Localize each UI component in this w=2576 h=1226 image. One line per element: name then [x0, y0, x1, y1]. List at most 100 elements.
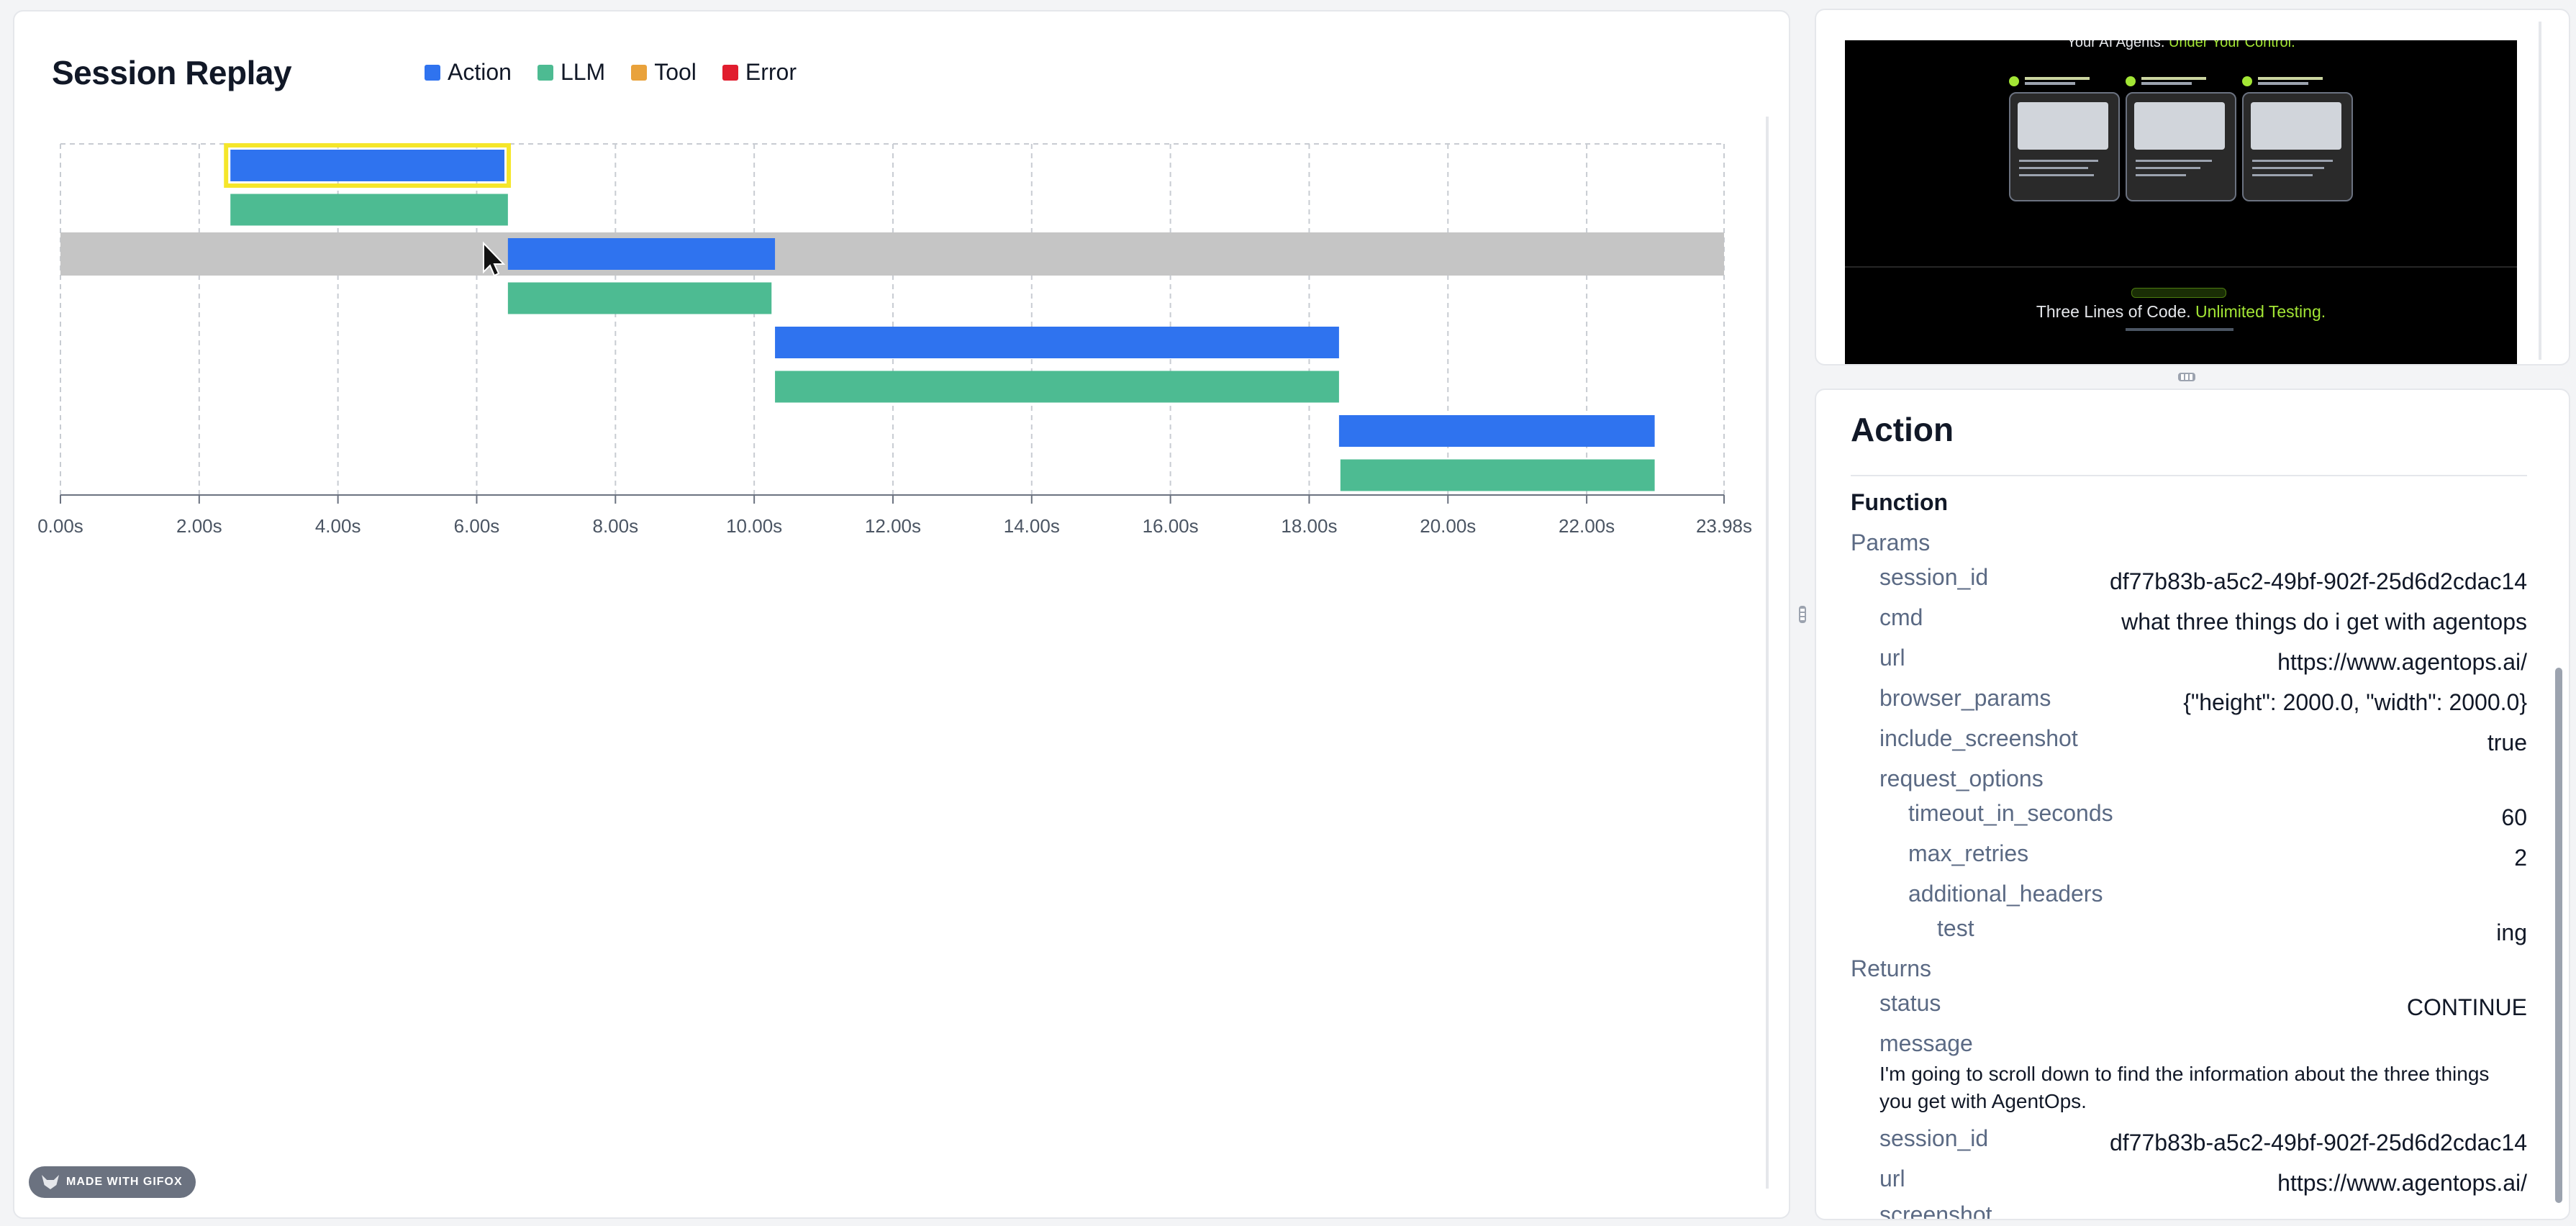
screenshot-buttons	[2092, 364, 2186, 365]
param-key: max_retries	[1908, 840, 2029, 866]
timeline-scrollbar[interactable]	[1766, 117, 1769, 1189]
return-key: status	[1879, 990, 1941, 1016]
legend-item-action[interactable]: Action	[425, 59, 512, 86]
x-axis: 0.00s 2.00s 4.00s 6.00s 8.00s 10.00s 12.00s 14.…	[37, 494, 1752, 537]
params-label: Params	[1851, 530, 1931, 555]
screenshot-scrollbar[interactable]	[2539, 22, 2541, 360]
param-value: ing	[2496, 920, 2527, 945]
x-tick-label-2: 4.00s	[315, 515, 361, 537]
screenshot-tagline-start: Your AI Agents.	[2067, 40, 2165, 50]
event-bar-llm-6[interactable]	[775, 371, 1339, 403]
param-value: https://www.agentops.ai/	[2277, 649, 2527, 675]
legend-swatch-tool	[631, 64, 648, 81]
grip-vertical-icon	[1799, 606, 1806, 623]
legend-label-tool: Tool	[654, 59, 697, 85]
x-tick-label-7: 14.00s	[1004, 515, 1060, 537]
event-bar-action-3[interactable]	[507, 238, 776, 270]
param-key: test	[1937, 915, 1974, 941]
param-key: timeout_in_seconds	[1908, 800, 2113, 826]
event-bar-llm-4[interactable]	[507, 282, 772, 314]
return-key: message	[1879, 1030, 1973, 1056]
hover-row-band	[60, 232, 1724, 276]
param-key: session_id	[1879, 564, 1989, 590]
screenshot-subtext	[2126, 328, 2233, 331]
event-bars	[224, 143, 1655, 491]
x-tick-label-9: 18.00s	[1281, 515, 1337, 537]
screenshot-tagline-highlight: Under Your Control.	[2168, 40, 2295, 50]
x-tick-label-10: 20.00s	[1420, 515, 1476, 537]
event-detail-panel: Action Function Params session_id df77b83…	[1815, 389, 2570, 1220]
screenshot-feature-card-2	[2126, 92, 2236, 201]
screenshot-panel: Your AI Agents. Under Your Control. Thre…	[1815, 9, 2570, 365]
chart-legend: Action LLM Tool Error	[425, 59, 797, 86]
param-key: request_options	[1879, 766, 2044, 791]
param-key: url	[1879, 645, 1905, 671]
detail-title: Action	[1851, 411, 1954, 448]
return-key: session_id	[1879, 1125, 1989, 1151]
event-bar-action-1[interactable]	[230, 150, 505, 181]
gifox-watermark: MADE WITH GIFOX	[29, 1166, 196, 1198]
x-tick-label-6: 12.00s	[865, 515, 921, 537]
legend-item-tool[interactable]: Tool	[631, 59, 697, 86]
mouse-cursor-icon	[483, 241, 506, 277]
fox-icon	[42, 1175, 59, 1189]
return-value: https://www.agentops.ai/	[2277, 1170, 2527, 1196]
selected-bar-outline	[224, 143, 512, 188]
session-replay-title: Session Replay	[52, 54, 292, 91]
legend-swatch-action	[425, 64, 440, 81]
return-value: df77b83b-a5c2-49bf-902f-25d6d2cdac14	[2109, 1130, 2527, 1155]
param-key: additional_headers	[1908, 881, 2103, 907]
return-message-text: I'm going to scroll down to find the inf…	[1879, 1063, 2490, 1112]
legend-item-llm[interactable]: LLM	[537, 59, 606, 86]
event-bar-llm-2[interactable]	[230, 194, 508, 226]
screenshot-feature-card-1	[2009, 92, 2120, 201]
param-value: true	[2487, 730, 2527, 755]
legend-label-error: Error	[745, 59, 797, 85]
event-bar-llm-8[interactable]	[1340, 459, 1655, 491]
legend-swatch-error	[722, 64, 738, 81]
return-key: url	[1879, 1166, 1905, 1191]
hovered-row-band	[60, 232, 1724, 276]
detail-scrollbar-thumb[interactable]	[2555, 668, 2562, 1203]
detail-divider	[1851, 475, 2527, 476]
x-tick-label-1: 2.00s	[176, 515, 222, 537]
gifox-watermark-text: MADE WITH GIFOX	[66, 1176, 183, 1188]
event-screenshot: Your AI Agents. Under Your Control. Thre…	[1845, 40, 2517, 365]
session-timeline-chart: 0.00s 2.00s 4.00s 6.00s 8.00s 10.00s 12.00s 14.…	[37, 143, 1752, 537]
screenshot-tagline: Your AI Agents. Under Your Control.	[1845, 40, 2517, 51]
event-bar-action-5[interactable]	[775, 327, 1339, 358]
param-key: cmd	[1879, 604, 1923, 630]
param-value: what three things do i get with agentops	[2121, 609, 2527, 635]
grip-horizontal-icon	[2178, 373, 2195, 381]
x-tick-label-8: 16.00s	[1143, 515, 1199, 537]
return-value: CONTINUE	[2406, 994, 2527, 1020]
horizontal-resize-handle[interactable]	[2177, 370, 2197, 384]
legend-label-action: Action	[448, 59, 512, 85]
x-tick-label-12: 23.98s	[1696, 515, 1752, 537]
x-tick-label-0: 0.00s	[37, 515, 83, 537]
event-bar-action-7[interactable]	[1338, 415, 1655, 447]
x-tick-label-11: 22.00s	[1559, 515, 1615, 537]
screenshot-badge	[2131, 288, 2226, 298]
x-tick-label-3: 6.00s	[454, 515, 500, 537]
returns-label: Returns	[1851, 955, 1932, 981]
screenshot-headline-highlight: Unlimited Testing.	[2195, 302, 2326, 321]
vertical-resize-handle[interactable]	[1795, 604, 1810, 625]
screenshot-headline-start: Three Lines of Code.	[2036, 302, 2191, 321]
param-key: browser_params	[1879, 685, 2051, 711]
function-label: Function	[1851, 489, 1949, 515]
legend-swatch-llm	[537, 64, 553, 81]
x-tick-label-4: 8.00s	[593, 515, 639, 537]
session-replay-panel: Session Replay Action LLM Tool Error 0.0…	[13, 10, 1790, 1219]
param-value: 60	[2501, 804, 2527, 830]
legend-item-error[interactable]: Error	[722, 59, 797, 86]
return-key: screenshot	[1879, 1202, 1992, 1220]
param-value: df77b83b-a5c2-49bf-902f-25d6d2cdac14	[2109, 568, 2527, 594]
screenshot-headline: Three Lines of Code. Unlimited Testing.	[1845, 302, 2517, 322]
param-key: include_screenshot	[1879, 725, 2078, 751]
param-value: {"height": 2000.0, "width": 2000.0}	[2183, 689, 2527, 715]
chart-grid	[60, 143, 1725, 495]
legend-label-llm: LLM	[560, 59, 606, 85]
param-value: 2	[2514, 845, 2527, 871]
x-tick-label-5: 10.00s	[726, 515, 782, 537]
